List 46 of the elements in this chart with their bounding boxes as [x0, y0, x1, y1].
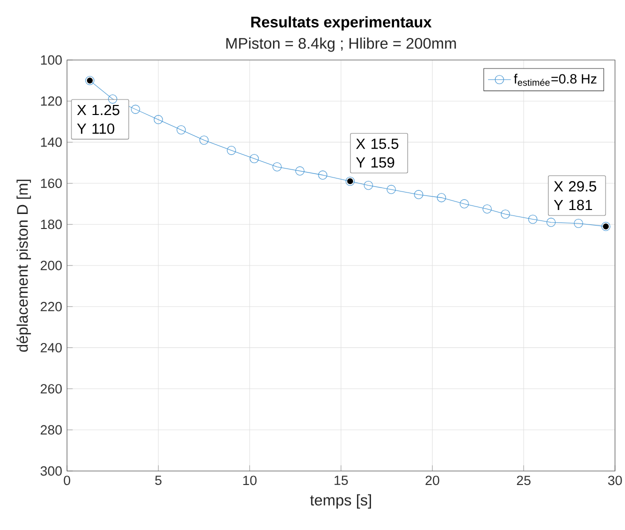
point	[414, 190, 424, 200]
y-tick-label: 220	[40, 302, 62, 312]
annotation: X 1.25 Y 110	[77, 104, 120, 134]
point	[318, 170, 328, 180]
point	[574, 218, 584, 228]
chart-title: Resultats experimentaux	[251, 16, 432, 30]
legend-label: f$_{estimée}$=0.8 Hz	[514, 74, 596, 86]
y-tick-label: 300	[40, 466, 62, 476]
y-tick-label: 120	[41, 96, 62, 106]
point	[386, 184, 396, 194]
point	[436, 193, 446, 202]
x-tick-label: 15	[334, 476, 348, 485]
point	[272, 162, 282, 172]
point	[482, 204, 492, 214]
point	[108, 94, 118, 104]
x-tick-label: 25	[516, 476, 531, 486]
point	[176, 125, 186, 134]
point	[546, 218, 556, 227]
y-tick-label: 160	[41, 178, 62, 188]
point	[154, 115, 163, 124]
point	[130, 104, 140, 114]
point	[226, 146, 236, 155]
annotation: X 15.5 Y 159	[356, 138, 398, 168]
x-tick-label: 0	[64, 476, 70, 486]
point	[500, 210, 510, 219]
point	[295, 166, 304, 176]
x-tick-label: 20	[426, 476, 440, 486]
y-tick-label: 100	[41, 55, 62, 65]
chart-subtitle: MPiston = 8.4kg ; Hlibre = 200mm	[226, 38, 456, 52]
x-tick-label: 10	[243, 476, 257, 486]
x-axis-title: temps [s]	[310, 494, 371, 509]
point	[460, 199, 469, 208]
y-tick-label: 140	[41, 137, 62, 147]
annotation: X 29.5 Y 181	[554, 181, 596, 210]
y-tick-label: 180	[41, 220, 62, 230]
y-tick-label: 260	[40, 384, 62, 394]
point	[528, 214, 538, 224]
point	[199, 136, 209, 145]
point	[250, 154, 259, 164]
x-tick-label: 30	[608, 476, 622, 486]
y-tick-label: 240	[40, 342, 62, 352]
y-tick-label: 280	[40, 425, 62, 435]
y-axis-title: déplacement piston D [m]	[16, 180, 31, 352]
point	[364, 180, 373, 190]
x-tick-label: 5	[155, 476, 162, 485]
y-tick-label: 200	[40, 260, 62, 270]
